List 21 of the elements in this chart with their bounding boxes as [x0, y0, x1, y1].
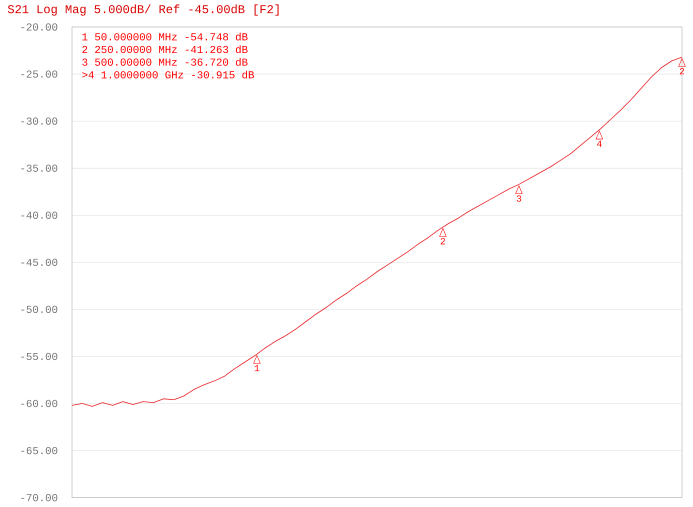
y-tick-label: -45.00 [21, 258, 58, 266]
annotation: 4 [597, 140, 602, 147]
annotation: 2 [440, 238, 446, 244]
y-tick-label: -30.00 [21, 118, 58, 125]
y-tick-label: -60.00 [21, 400, 58, 408]
y-tick-label: -70.00 [21, 494, 58, 502]
annotation: 3 [516, 195, 522, 202]
annotation: 1 [254, 365, 260, 372]
annotation: 2 250.00000 MHz -41.263 dB [82, 45, 248, 54]
y-tick-label: -25.00 [21, 70, 58, 78]
y-tick-label: -65.00 [21, 447, 58, 454]
y-tick-label: -40.00 [21, 212, 58, 219]
y-tick-label: -50.00 [21, 306, 58, 314]
y-tick-label: -35.00 [21, 164, 58, 172]
annotation: 1 50.000000 MHz -54.748 dB [82, 32, 248, 41]
chart-title: S21 Log Mag 5.000dB/ Ref -45.00dB [F2] [8, 4, 279, 16]
y-tick-label: -20.00 [21, 23, 58, 31]
y-tick-label: -55.00 [21, 352, 58, 360]
annotation: >4 1.0000000 GHz -30.915 dB [82, 70, 254, 79]
annotation: 2 [680, 68, 684, 74]
annotation: 3 500.00000 MHz -36.720 dB [82, 58, 248, 66]
